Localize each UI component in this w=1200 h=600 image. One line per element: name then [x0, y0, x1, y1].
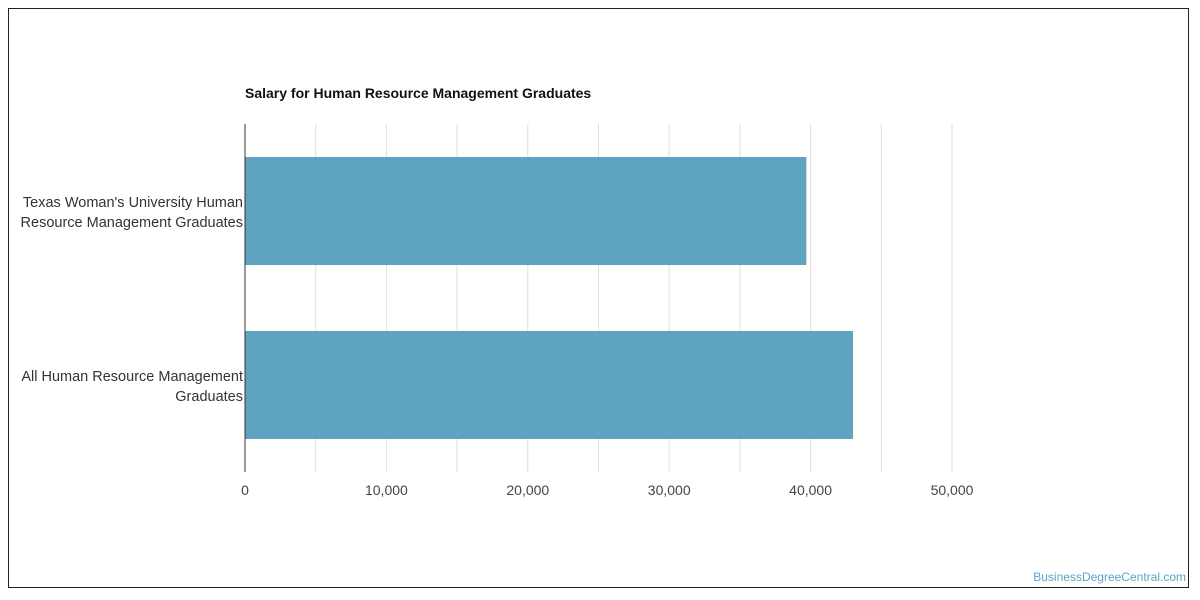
chart-frame — [8, 8, 1189, 588]
x-tick-label: 30,000 — [648, 482, 691, 498]
x-tick-label: 10,000 — [365, 482, 408, 498]
category-label-1: Texas Woman's University Human Resource M… — [21, 195, 243, 231]
category-label-2: All Human Resource Management Graduates — [21, 369, 243, 405]
chart-title: Salary for Human Resource Management Gra… — [245, 85, 592, 101]
x-tick-label: 50,000 — [931, 482, 974, 498]
bar-1 — [245, 157, 807, 265]
source-credit[interactable]: BusinessDegreeCentral.com — [1033, 570, 1186, 584]
bar-2 — [245, 331, 854, 439]
x-tick-label: 0 — [241, 482, 249, 498]
x-tick-label: 40,000 — [789, 482, 832, 498]
x-tick-label: 20,000 — [506, 482, 549, 498]
